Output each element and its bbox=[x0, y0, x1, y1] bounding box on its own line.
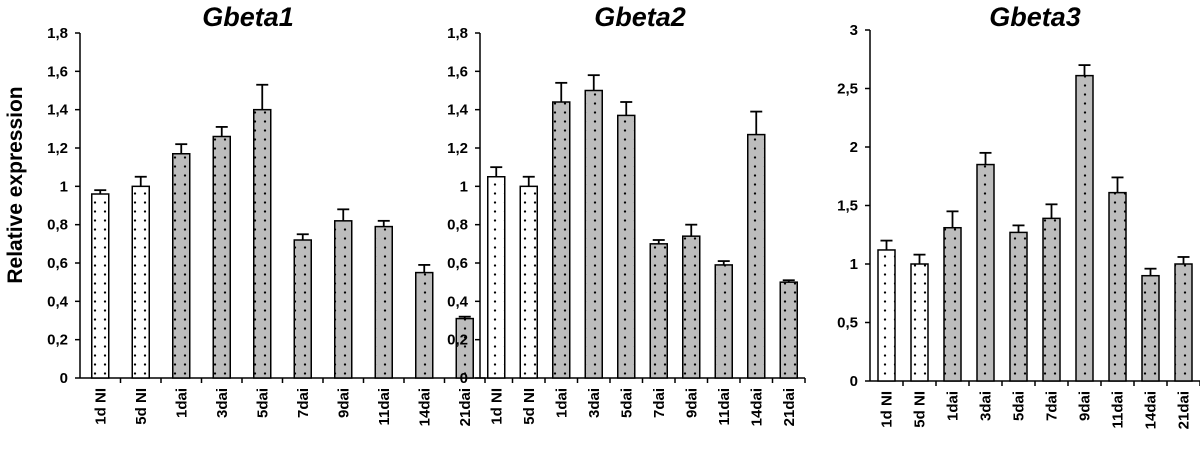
bar-pattern bbox=[172, 153, 190, 378]
bar-pattern bbox=[520, 186, 538, 378]
y-tick-label: 0,4 bbox=[447, 293, 469, 310]
x-tick-label: 7dai bbox=[651, 388, 668, 418]
bar-pattern bbox=[1142, 275, 1159, 381]
bar-pattern bbox=[682, 236, 700, 378]
bar-pattern bbox=[552, 102, 570, 378]
bar-pattern bbox=[944, 227, 961, 381]
x-tick-label: 7dai bbox=[295, 388, 312, 418]
chart-panel-3: Gbeta3 0 0,5 1 1,5 2 2,5 3 1d NI 5d NI 1dai 3dai 5da… bbox=[837, 2, 1200, 429]
bar-pattern bbox=[132, 186, 150, 378]
x-tick-label: 1d NI bbox=[488, 388, 505, 425]
x-tick-label: 21dai bbox=[1176, 391, 1193, 429]
x-tick-label: 5dai bbox=[1011, 391, 1028, 421]
y-axis-label: Relative expression bbox=[4, 86, 27, 283]
bar-pattern bbox=[585, 90, 603, 378]
y-tick-label: 0,6 bbox=[447, 255, 468, 272]
x-tick-label: 14dai bbox=[416, 388, 433, 426]
bar-pattern bbox=[1076, 75, 1093, 381]
y-tick-label: 3 bbox=[850, 22, 858, 39]
x-tick-label: 5d NI bbox=[521, 388, 538, 425]
bar-pattern bbox=[617, 115, 635, 379]
y-tick-label: 1,2 bbox=[447, 140, 468, 157]
y-tick-label: 1 bbox=[60, 178, 68, 195]
chart-panel-1: Gbeta1 0 0,2 0,4 0,6 0,8 1 1,2 1,4 1,6 1,8 1d NI 5d … bbox=[47, 2, 486, 426]
bar-pattern bbox=[91, 194, 109, 378]
chart-title: Gbeta1 bbox=[202, 2, 294, 32]
bar-pattern bbox=[747, 134, 765, 378]
y-tick-label: 1,8 bbox=[447, 25, 468, 42]
y-tick-label: 1,4 bbox=[447, 102, 469, 119]
x-tick-label: 5dai bbox=[254, 388, 271, 418]
y-tick-label: 0,2 bbox=[447, 332, 468, 349]
bar-pattern bbox=[487, 176, 505, 378]
y-tick-label: 0,5 bbox=[837, 315, 858, 332]
x-tick-label: 11dai bbox=[376, 388, 393, 426]
bar-pattern bbox=[1043, 218, 1060, 381]
y-tick-label: 0,4 bbox=[47, 293, 69, 310]
bar-pattern bbox=[334, 220, 352, 378]
bar-pattern bbox=[1109, 192, 1126, 381]
bar-pattern bbox=[375, 226, 393, 378]
y-tick-label: 0 bbox=[60, 370, 68, 387]
x-tick-label: 1dai bbox=[173, 388, 190, 418]
bar-pattern bbox=[1010, 232, 1027, 381]
y-tick-label: 0 bbox=[850, 373, 858, 390]
bar-pattern bbox=[456, 318, 474, 378]
y-tick-label: 2,5 bbox=[837, 81, 858, 98]
y-tick-label: 0,8 bbox=[47, 217, 68, 234]
bar-pattern bbox=[911, 264, 928, 381]
x-tick-label: 3dai bbox=[586, 388, 603, 418]
x-tick-label: 3dai bbox=[214, 388, 231, 418]
x-tick-label: 9dai bbox=[335, 388, 352, 418]
x-tick-label: 14dai bbox=[748, 388, 765, 426]
x-tick-label: 3dai bbox=[978, 391, 995, 421]
y-tick-label: 1,2 bbox=[47, 140, 68, 157]
x-tick-label: 7dai bbox=[1044, 391, 1061, 421]
y-tick-label: 0 bbox=[460, 370, 468, 387]
bar-pattern bbox=[878, 249, 895, 381]
x-tick-label: 1d NI bbox=[879, 391, 896, 428]
y-tick-label: 1 bbox=[460, 178, 468, 195]
x-tick-label: 11dai bbox=[716, 388, 733, 426]
y-tick-label: 0,2 bbox=[47, 332, 68, 349]
y-tick-label: 0,6 bbox=[47, 255, 68, 272]
x-tick-label: 5d NI bbox=[133, 388, 150, 425]
chart-panel-2: Gbeta2 0 0,2 0,4 0,6 0,8 1 1,2 1,4 1,6 1,8 1d NI 5d … bbox=[447, 2, 806, 426]
bar-pattern bbox=[1175, 264, 1192, 381]
x-tick-label: 11dai bbox=[1110, 391, 1127, 429]
chart-title: Gbeta2 bbox=[594, 2, 686, 32]
bar-pattern bbox=[780, 282, 798, 378]
y-tick-label: 1,6 bbox=[447, 63, 468, 80]
y-tick-label: 1,8 bbox=[47, 25, 68, 42]
y-tick-label: 1 bbox=[850, 256, 858, 273]
x-tick-label: 1d NI bbox=[92, 388, 109, 425]
x-tick-label: 5d NI bbox=[912, 391, 929, 428]
y-tick-label: 1,5 bbox=[837, 198, 858, 215]
bar-pattern bbox=[415, 272, 433, 378]
y-tick-label: 2 bbox=[850, 139, 858, 156]
x-tick-label: 5dai bbox=[618, 388, 635, 418]
y-tick-label: 1,6 bbox=[47, 63, 68, 80]
bar-pattern bbox=[213, 136, 231, 378]
y-tick-label: 1,4 bbox=[47, 102, 69, 119]
x-tick-label: 1dai bbox=[553, 388, 570, 418]
y-tick-label: 0,8 bbox=[447, 217, 468, 234]
bar-pattern bbox=[977, 164, 994, 381]
x-tick-label: 9dai bbox=[683, 388, 700, 418]
chart-title: Gbeta3 bbox=[989, 2, 1081, 32]
x-tick-label: 14dai bbox=[1143, 391, 1160, 429]
bar-pattern bbox=[650, 243, 668, 378]
bar-pattern bbox=[715, 264, 733, 378]
bar-pattern bbox=[294, 240, 312, 378]
x-tick-label: 1dai bbox=[945, 391, 962, 421]
x-tick-label: 9dai bbox=[1077, 391, 1094, 421]
x-tick-label: 21dai bbox=[781, 388, 798, 426]
x-tick-label: 21dai bbox=[457, 388, 474, 426]
bar-pattern bbox=[253, 109, 271, 379]
